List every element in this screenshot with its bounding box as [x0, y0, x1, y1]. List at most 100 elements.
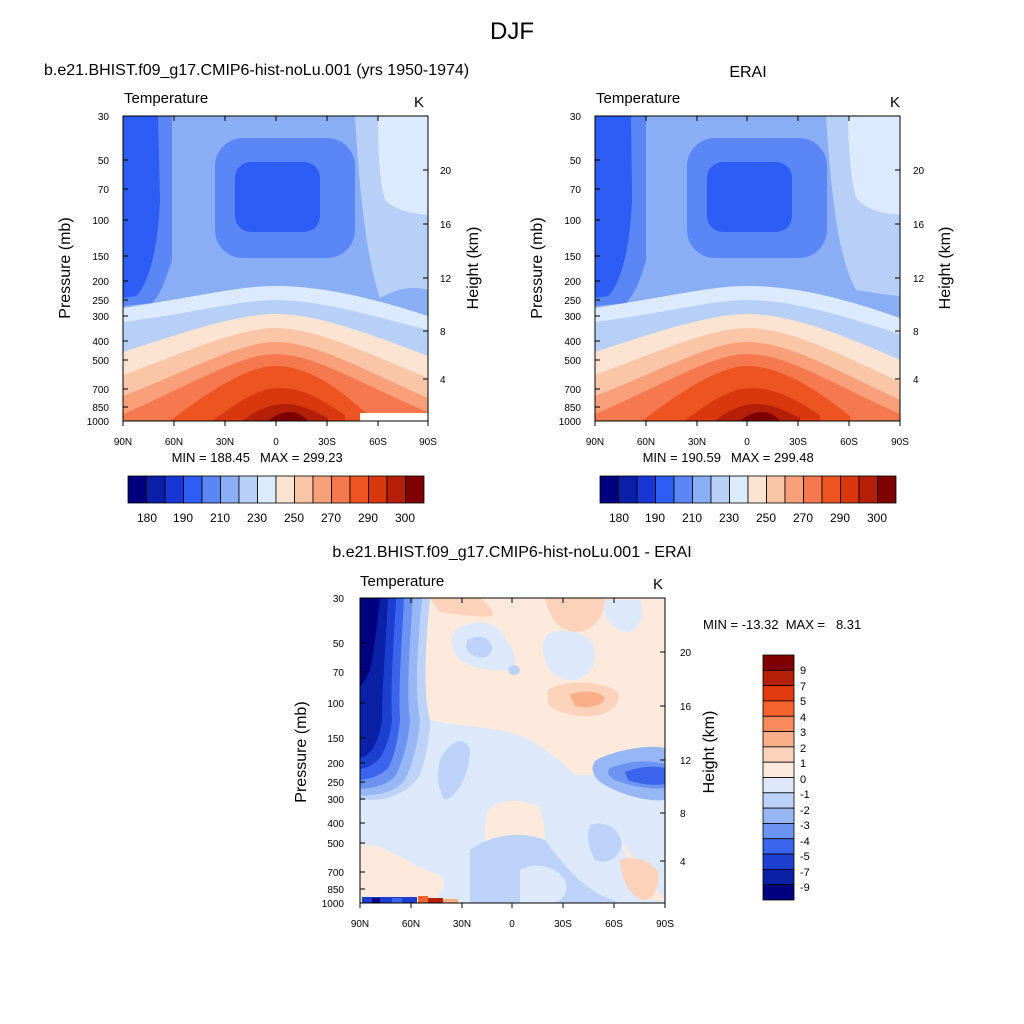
panel-3-y-axis-label: Pressure (mb) — [293, 701, 310, 802]
y-tick-label: 70 — [570, 185, 582, 196]
x-tick-label: 30N — [688, 437, 706, 448]
panel-1-units-label: K — [414, 94, 424, 111]
colorbar-label: 7 — [800, 681, 806, 693]
x-tick-label: 60N — [637, 437, 655, 448]
colorbar-label: 190 — [173, 511, 193, 525]
x-tick-label: 90N — [114, 437, 132, 448]
panel-3-right-axis-label: Height (km) — [701, 711, 718, 794]
panel-2-colorbar — [599, 475, 897, 504]
colorbar-box — [692, 475, 712, 504]
colorbar-box — [762, 777, 795, 794]
panel-2-x-ticks: 90N 60N 30N 0 30S 60S 90S — [586, 116, 909, 448]
y-tick-label: 30 — [570, 112, 582, 123]
panel-2-height-ticks: 20 16 12 8 4 — [895, 166, 925, 386]
panel-1-right-axis-label: Height (km) — [465, 227, 482, 310]
colorbar-label: 5 — [800, 696, 806, 708]
panel-1: 90N 60N 30N 0 30S 60S 90S 30 50 70 100 — [57, 90, 482, 525]
colorbar-label: -2 — [800, 805, 810, 817]
y-tick-label: 300 — [564, 312, 581, 323]
colorbar-box — [618, 475, 638, 504]
colorbar-box — [599, 475, 619, 504]
colorbar-box — [220, 475, 240, 504]
height-tick-label: 16 — [913, 220, 925, 231]
colorbar-box — [762, 731, 795, 748]
colorbar-label: 1 — [800, 758, 806, 770]
panel-3-x-ticks: 90N 60N 30N 0 30S 60S 90S — [351, 598, 674, 930]
y-tick-label: 700 — [564, 385, 581, 396]
colorbar-label: -4 — [800, 836, 810, 848]
colorbar-label: 9 — [800, 665, 806, 677]
panel-1-contours — [123, 116, 428, 421]
height-tick-label: 16 — [680, 702, 692, 713]
colorbar-box — [762, 868, 795, 886]
x-tick-label: 0 — [509, 919, 515, 930]
height-tick-label: 16 — [440, 220, 452, 231]
height-tick-label: 12 — [440, 274, 452, 285]
y-tick-label: 150 — [564, 252, 581, 263]
y-tick-label: 700 — [327, 868, 344, 879]
panel-3-height-ticks: 20 16 12 8 4 — [660, 648, 692, 868]
panel-1-x-ticks: 90N 60N 30N 0 30S 60S 90S — [114, 116, 437, 448]
colorbar-label: 270 — [321, 511, 341, 525]
y-tick-label: 850 — [564, 403, 581, 414]
height-tick-label: 8 — [913, 327, 919, 338]
panel-2-colorbar-labels: 180 190 210 230 250 270 290 300 — [609, 511, 887, 525]
colorbar-box — [762, 715, 795, 732]
y-tick-label: 50 — [98, 156, 110, 167]
y-tick-label: 100 — [564, 216, 581, 227]
colorbar-label: -3 — [800, 820, 810, 832]
height-tick-label: 4 — [440, 375, 446, 386]
colorbar-box — [368, 475, 388, 504]
height-tick-label: 4 — [680, 857, 686, 868]
colorbar-box — [386, 475, 406, 504]
x-tick-label: 30S — [789, 437, 807, 448]
y-tick-label: 400 — [564, 337, 581, 348]
x-tick-label: 90S — [891, 437, 909, 448]
colorbar-label: 3 — [800, 727, 806, 739]
panel-2-right-axis-label: Height (km) — [937, 227, 954, 310]
panel-2-max-label: MAX = 299.48 — [731, 450, 814, 465]
x-tick-label: 60S — [605, 919, 623, 930]
height-tick-label: 12 — [913, 274, 925, 285]
y-tick-label: 700 — [92, 385, 109, 396]
colorbar-box — [762, 838, 795, 855]
colorbar-label: -5 — [800, 851, 810, 863]
panel-2-variable-label: Temperature — [596, 90, 680, 107]
colorbar-box — [710, 475, 730, 504]
panel-1-y-axis-label: Pressure (mb) — [57, 217, 74, 318]
height-tick-label: 20 — [913, 166, 925, 177]
colorbar-box — [762, 853, 795, 870]
y-tick-label: 300 — [327, 795, 344, 806]
height-tick-label: 4 — [913, 375, 919, 386]
panel-1-colorbar — [127, 475, 425, 504]
panel-2-units-label: K — [890, 94, 900, 111]
colorbar-box — [294, 475, 314, 504]
colorbar-label: 250 — [284, 511, 304, 525]
colorbar-label: 210 — [682, 511, 702, 525]
colorbar-box — [877, 475, 897, 504]
y-tick-label: 250 — [327, 778, 344, 789]
x-tick-label: 30N — [216, 437, 234, 448]
colorbar-box — [146, 475, 166, 504]
y-tick-label: 200 — [327, 759, 344, 770]
colorbar-box — [127, 475, 147, 504]
y-tick-label: 50 — [570, 156, 582, 167]
y-tick-label: 30 — [98, 112, 110, 123]
panel-1-variable-label: Temperature — [124, 90, 208, 107]
panel-2: 90N 60N 30N 0 30S 60S 90S 30 50 70 100 — [529, 90, 954, 525]
colorbar-box — [821, 475, 841, 504]
height-tick-label: 8 — [440, 327, 446, 338]
colorbar-label: 210 — [210, 511, 230, 525]
colorbar-label: 180 — [609, 511, 629, 525]
panel-1-height-ticks: 20 16 12 8 4 — [423, 166, 452, 386]
y-tick-label: 850 — [92, 403, 109, 414]
colorbar-label: -1 — [800, 789, 810, 801]
x-tick-label: 30N — [453, 919, 471, 930]
panel-3-colorbar — [762, 654, 795, 901]
colorbar-box — [803, 475, 823, 504]
panel-3-contours — [360, 598, 665, 903]
colorbar-label: 2 — [800, 743, 806, 755]
colorbar-label: 4 — [800, 712, 806, 724]
panel-2-min-label: MIN = 190.59 — [643, 450, 721, 465]
panel-3-variable-label: Temperature — [360, 573, 444, 590]
